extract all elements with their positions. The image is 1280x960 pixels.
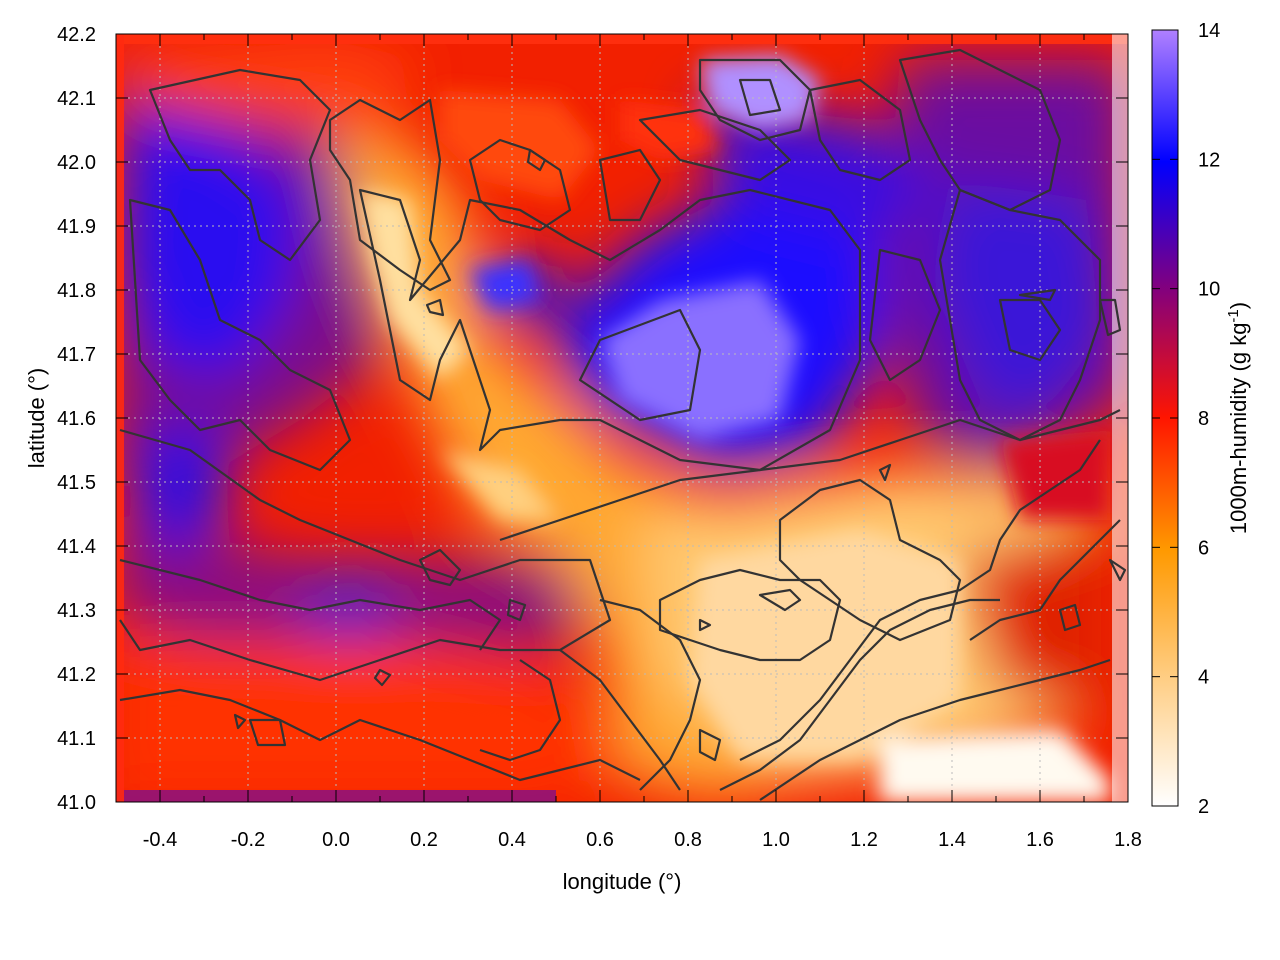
colorbar-tick-label: 8 — [1198, 408, 1209, 430]
x-axis-title: longitude (°) — [563, 869, 682, 894]
x-axis: -0.4 -0.2 0.0 0.2 0.4 0.6 0.8 1.0 1.2 1.4 1.6 1.8 — [115, 34, 1142, 851]
colorbar-tick-label: 12 — [1198, 149, 1220, 171]
terrain-contours — [119, 48, 1127, 801]
y-tick-label: 41.7 — [57, 344, 96, 366]
y-tick-label: 41.6 — [57, 408, 96, 430]
y-tick-label: 41.9 — [57, 216, 96, 238]
y-tick-label: 41.8 — [57, 280, 96, 302]
colorbar-tick-label: 6 — [1198, 537, 1209, 559]
x-tick-label: 1.2 — [850, 829, 878, 851]
colorbar-tick-label: 4 — [1198, 667, 1209, 689]
y-tick-label: 42.2 — [57, 24, 96, 46]
y-tick-label: 42.1 — [57, 88, 96, 110]
x-tick-label: 1.6 — [1026, 829, 1054, 851]
y-tick-label: 42.0 — [57, 152, 96, 174]
colorbar-tick-label: 14 — [1198, 20, 1220, 42]
y-tick-label: 41.1 — [57, 728, 96, 750]
x-tick-label: 0.0 — [322, 829, 350, 851]
colorbar-tick-label: 2 — [1198, 796, 1209, 818]
x-tick-label: 1.4 — [938, 829, 966, 851]
colorbar-title: 1000m-humidity (g kg-1) — [1225, 302, 1251, 534]
y-tick-label: 41.4 — [57, 536, 96, 558]
y-tick-label: 41.3 — [57, 600, 96, 622]
colorbar-tick-label: 10 — [1198, 279, 1220, 301]
x-tick-label: 1.8 — [1114, 829, 1142, 851]
x-tick-label: 1.0 — [762, 829, 790, 851]
y-tick-label: 41.5 — [57, 472, 96, 494]
x-tick-label: 0.8 — [674, 829, 702, 851]
y-tick-label: 41.0 — [57, 792, 96, 814]
y-axis: 41.0 41.1 41.2 41.3 41.4 41.5 41.6 41.7 41.8 41.9… — [57, 24, 1128, 814]
x-tick-label: 0.6 — [586, 829, 614, 851]
y-tick-label: 41.2 — [57, 664, 96, 686]
x-tick-label: 0.2 — [410, 829, 438, 851]
colorbar-ticks: 2 4 6 8 10 12 14 — [1152, 20, 1220, 818]
x-tick-label: 0.4 — [498, 829, 526, 851]
y-axis-title: latitude (°) — [24, 368, 49, 469]
x-tick-label: -0.4 — [143, 829, 177, 851]
colorbar: 2 4 6 8 10 12 14 1000m-humidity (g kg-1) — [1151, 20, 1251, 818]
x-tick-label: -0.2 — [231, 829, 265, 851]
